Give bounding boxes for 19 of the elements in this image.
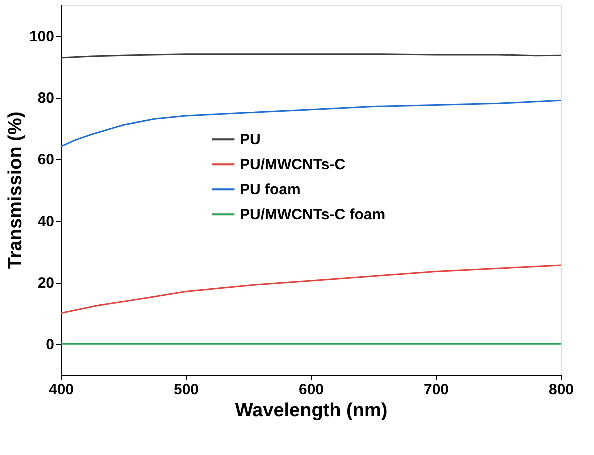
y-tick-label: 100 <box>29 28 54 46</box>
legend-label: PU <box>240 132 261 149</box>
y-tick-label: 20 <box>38 275 54 292</box>
x-tick-label: 600 <box>298 382 324 398</box>
y-tick-label: 0 <box>46 336 54 354</box>
line-series <box>61 264 561 314</box>
x-tick-label: 800 <box>548 382 574 398</box>
x-axis-title: Wavelength (nm) <box>235 400 388 422</box>
y-tick-label: 80 <box>38 90 54 107</box>
y-axis-title: Transmission (%) <box>5 112 26 270</box>
line-series <box>61 100 561 148</box>
y-tick-label: 40 <box>38 213 54 230</box>
x-tick-label: 700 <box>424 382 450 398</box>
x-tick-label: 500 <box>174 382 200 398</box>
y-tick-label: 60 <box>38 152 54 169</box>
legend-label: PU/MWCNTs-C <box>240 156 346 174</box>
x-tick-label: 400 <box>48 382 74 398</box>
legend-label: PU foam <box>240 182 301 199</box>
legend-label: PU/MWCNTs-C foam <box>240 206 386 224</box>
